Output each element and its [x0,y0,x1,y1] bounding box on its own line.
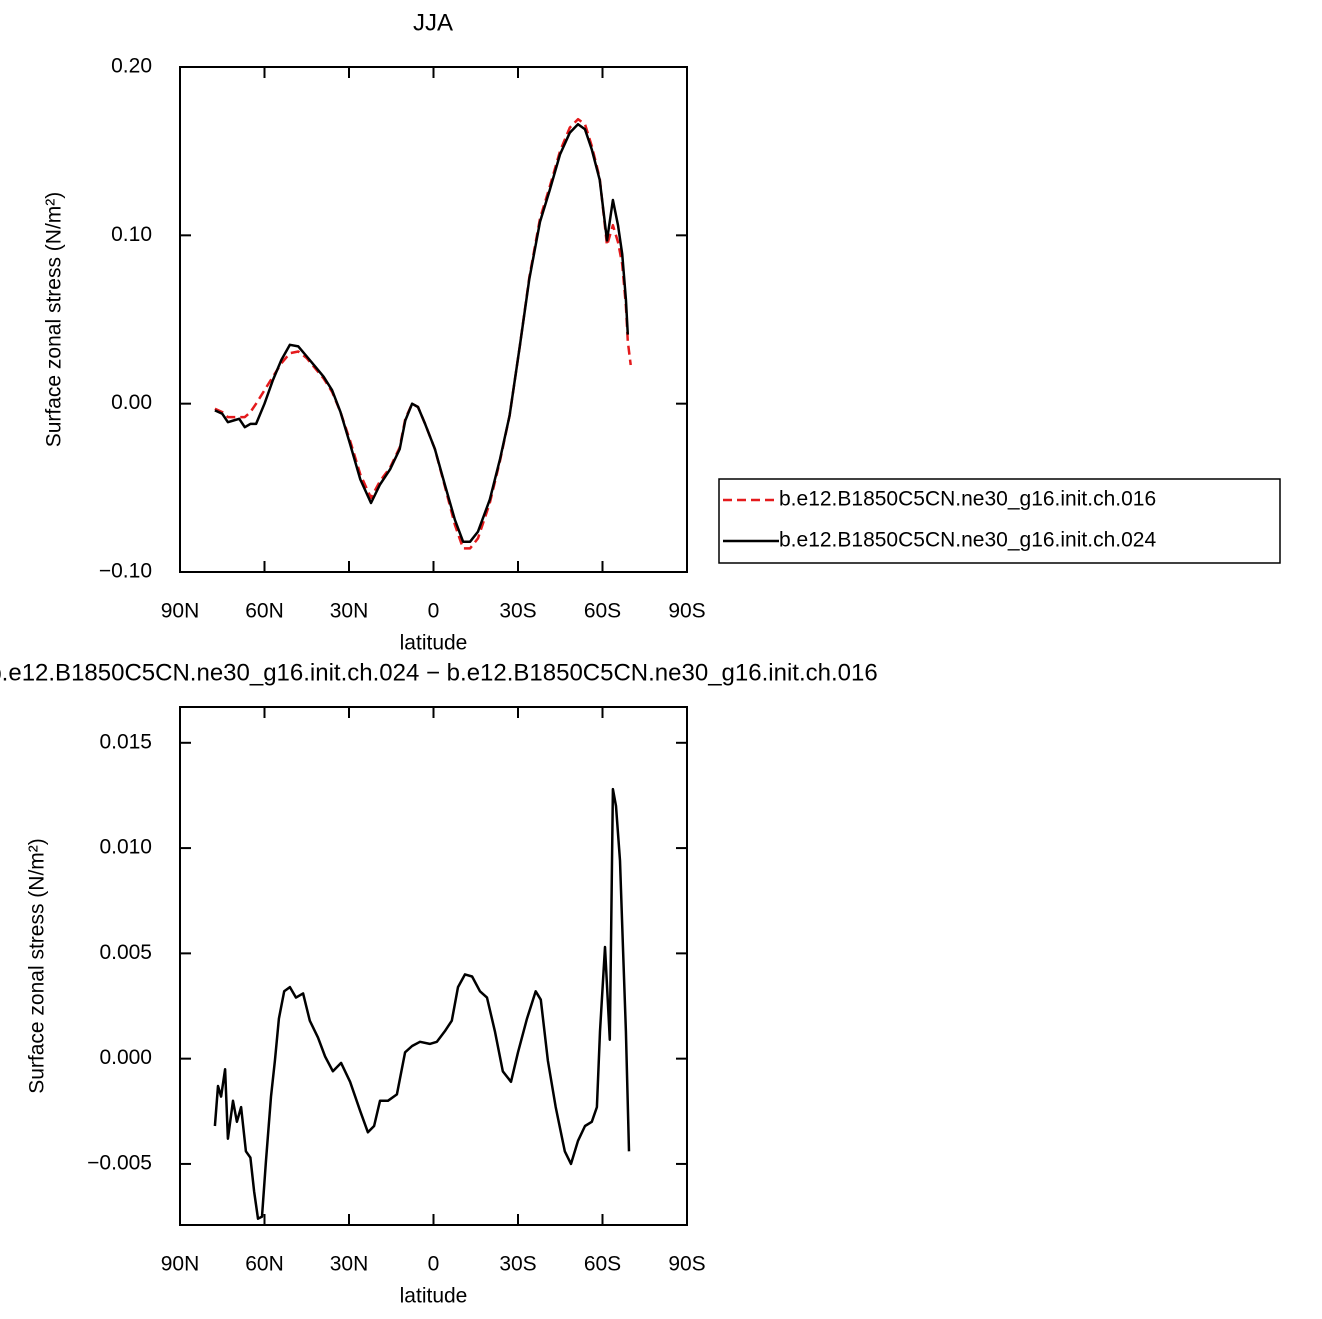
chart-title: b.e12.B1850C5CN.ne30_g16.init.ch.024 − b… [0,659,878,686]
y-tick-label: 0.005 [99,941,152,964]
y-tick-label: 0.10 [111,223,152,246]
y-tick-label: 0.010 [99,836,152,859]
legend-label: b.e12.B1850C5CN.ne30_g16.init.ch.024 [779,529,1156,552]
y-tick-label: 0.000 [99,1046,152,1069]
chart-title: JJA [413,9,453,36]
y-axis-label: Surface zonal stress (N/m²) [43,192,66,448]
y-tick-label: −0.10 [99,560,152,583]
y-tick-label: 0.20 [111,55,152,78]
data-line [214,117,632,550]
x-axis-label: latitude [400,1285,468,1308]
x-tick-label: 30S [499,600,536,623]
x-tick-label: 90S [668,600,705,623]
x-tick-label: 90N [161,1253,200,1276]
legend-label: b.e12.B1850C5CN.ne30_g16.init.ch.016 [779,488,1156,511]
x-tick-label: 30N [330,600,369,623]
x-tick-label: 90N [161,600,200,623]
x-tick-label: 90S [668,1253,705,1276]
x-tick-label: 60S [584,600,621,623]
plot-frame [179,66,688,573]
x-axis-label: latitude [400,632,468,655]
x-tick-label: 0 [428,600,440,623]
legend-box [718,478,1281,564]
y-axis-label: Surface zonal stress (N/m²) [26,838,49,1094]
data-line [213,787,631,1220]
x-tick-label: 30N [330,1253,369,1276]
x-tick-label: 0 [428,1253,440,1276]
y-tick-label: 0.00 [111,391,152,414]
data-line [214,122,630,543]
x-tick-label: 60S [584,1253,621,1276]
x-tick-label: 30S [499,1253,536,1276]
y-tick-label: −0.005 [87,1151,152,1174]
y-tick-label: 0.015 [99,730,152,753]
x-tick-label: 60N [245,1253,284,1276]
x-tick-label: 60N [245,600,284,623]
